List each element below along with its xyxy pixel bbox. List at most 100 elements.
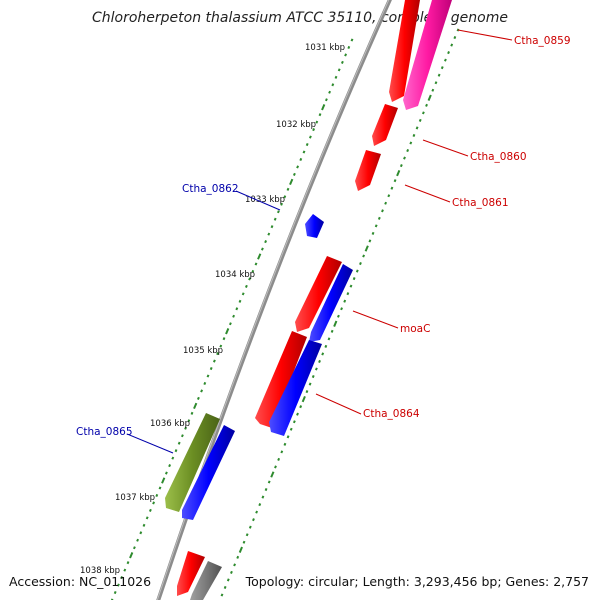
tick-mark xyxy=(264,240,268,244)
tick-mark xyxy=(136,538,140,542)
tick-mark xyxy=(233,563,236,567)
gene-leader-line xyxy=(315,393,362,415)
tick-mark xyxy=(346,292,350,296)
gene-label: moaC xyxy=(400,323,430,335)
tick-mark xyxy=(283,195,287,199)
tick-mark xyxy=(289,427,293,431)
topology-text: Topology: circular; Length: 3,293,456 bp… xyxy=(245,574,589,589)
tick-mark xyxy=(315,120,319,124)
tick-mark xyxy=(437,73,441,77)
tick-mark xyxy=(139,531,143,535)
gene-red-bottom xyxy=(177,551,205,596)
tick-mark xyxy=(301,395,306,403)
kbp-label: 1031 kbp xyxy=(305,43,345,53)
tick-mark xyxy=(248,525,252,529)
tick-mark xyxy=(399,164,403,168)
gene-leader-line xyxy=(404,184,451,203)
tick-mark xyxy=(286,187,290,191)
tick-mark xyxy=(299,405,303,409)
tick-mark xyxy=(145,516,149,520)
tick-mark xyxy=(314,367,318,371)
tick-mark xyxy=(209,366,213,371)
kbp-label: 1034 kbp xyxy=(215,270,255,280)
gene-leader-line xyxy=(422,139,469,157)
tick-mark xyxy=(337,68,341,72)
tick-mark xyxy=(158,486,162,490)
tick-mark xyxy=(337,314,340,318)
tick-mark xyxy=(196,396,200,400)
tick-mark xyxy=(267,480,271,484)
tick-mark xyxy=(444,58,447,62)
tick-mark xyxy=(277,457,281,461)
tick-mark xyxy=(421,111,425,115)
tick-mark xyxy=(180,434,184,438)
tick-mark xyxy=(450,43,454,47)
tick-mark xyxy=(418,118,422,122)
tick-mark xyxy=(245,533,249,537)
gene-ctha-0865 xyxy=(165,413,220,512)
tick-mark xyxy=(350,38,354,42)
tick-mark xyxy=(349,284,353,288)
tick-mark xyxy=(415,126,419,130)
tick-mark xyxy=(132,546,136,550)
tick-mark xyxy=(305,142,309,147)
tick-mark xyxy=(219,344,223,348)
gene-leader-line xyxy=(126,433,174,454)
tick-mark xyxy=(393,179,397,183)
kbp-label: 1033 kbp xyxy=(245,195,285,205)
gene-label: Ctha_0861 xyxy=(452,197,509,209)
tick-mark xyxy=(384,201,388,205)
tick-mark xyxy=(368,239,372,243)
tick-mark xyxy=(321,352,325,356)
tick-mark xyxy=(308,135,312,139)
tick-mark xyxy=(299,157,303,162)
tick-mark xyxy=(212,359,216,363)
tick-mark xyxy=(226,578,230,582)
tick-mark xyxy=(203,381,207,386)
tick-mark xyxy=(261,495,265,499)
tick-mark xyxy=(168,464,172,468)
tick-mark xyxy=(228,322,232,326)
tick-mark xyxy=(126,561,130,565)
tick-mark xyxy=(161,477,166,484)
kbp-label: 1037 kbp xyxy=(115,493,155,503)
tick-mark xyxy=(223,585,227,590)
tick-mark xyxy=(340,60,344,64)
gene-ctha-0864-red xyxy=(255,331,307,428)
gene-leader-line xyxy=(457,29,513,41)
tick-mark xyxy=(305,390,309,394)
tick-mark xyxy=(171,456,175,460)
gene-label: Ctha_0862 xyxy=(182,183,239,195)
tick-mark xyxy=(184,426,188,430)
tick-mark xyxy=(193,402,198,410)
tick-mark xyxy=(321,104,326,111)
tick-mark xyxy=(258,503,262,507)
tick-mark xyxy=(406,148,410,153)
tick-mark xyxy=(190,411,194,415)
tick-mark xyxy=(113,590,117,595)
tick-mark xyxy=(232,314,236,318)
tick-mark xyxy=(236,555,240,559)
tick-mark xyxy=(352,277,356,281)
tick-mark xyxy=(359,261,362,266)
tick-mark xyxy=(431,88,435,92)
tick-mark xyxy=(230,570,233,574)
tick-mark xyxy=(155,493,159,498)
kbp-label: 1036 kbp xyxy=(150,419,190,429)
tick-mark xyxy=(403,156,406,160)
tick-mark xyxy=(222,337,226,341)
tick-mark xyxy=(274,465,277,469)
tick-mark xyxy=(412,133,416,138)
tick-mark xyxy=(333,320,338,327)
kbp-label: 1038 kbp xyxy=(80,566,120,576)
tick-mark xyxy=(273,217,277,221)
tick-mark xyxy=(238,299,242,303)
tick-mark xyxy=(129,552,134,559)
tick-mark xyxy=(270,225,274,229)
tick-mark xyxy=(330,329,334,333)
gene-leader-line xyxy=(235,190,281,211)
tick-mark xyxy=(286,435,290,439)
tick-mark xyxy=(289,178,294,186)
tick-mark xyxy=(334,75,338,79)
gene-label: Ctha_0864 xyxy=(363,408,420,420)
